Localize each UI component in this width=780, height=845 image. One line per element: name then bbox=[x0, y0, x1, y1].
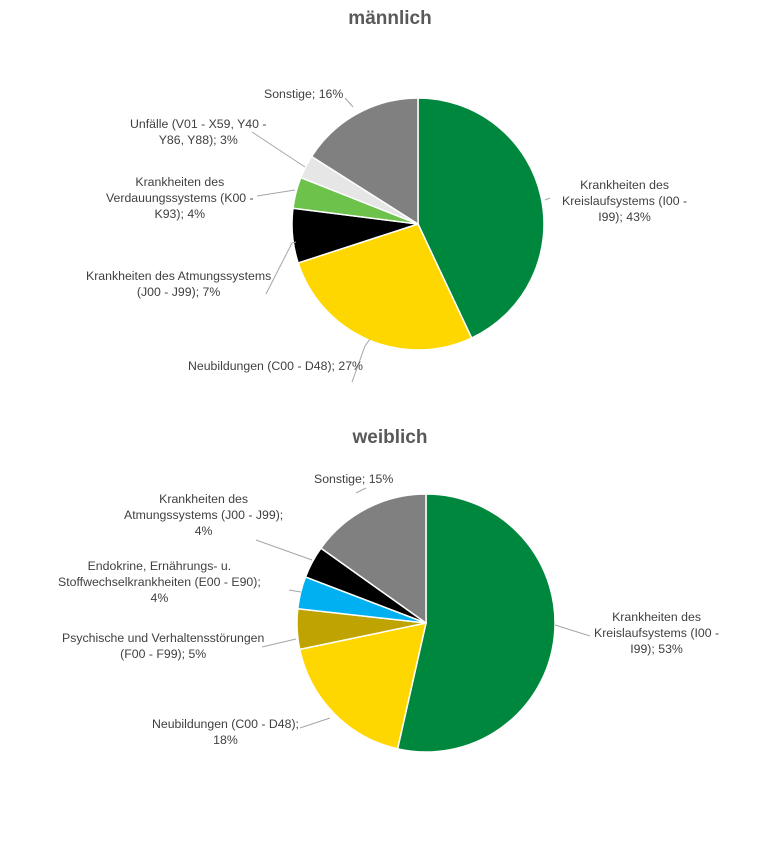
slice-label-line: 4% bbox=[194, 524, 213, 538]
pie-svg bbox=[251, 97, 551, 383]
pie-slice bbox=[297, 223, 473, 351]
leader-line bbox=[344, 97, 354, 108]
pie-chart-weiblich: weiblich Krankheiten des Kreislaufsystems… bbox=[0, 415, 780, 845]
slice-label-line: Kreislaufsystems (I00 - bbox=[594, 626, 720, 640]
leader-line bbox=[351, 338, 371, 383]
slice-label-line: Unfälle (V01 - X59, Y40 - bbox=[130, 117, 267, 131]
slice-label: Psychische und Verhaltensstörungen (F00 -… bbox=[62, 630, 264, 662]
slice-label-line: (F00 - F99); 5% bbox=[120, 647, 207, 661]
slice-label: Krankheiten des Atmungssystems (J00 - J99… bbox=[86, 268, 271, 300]
leader-line bbox=[251, 131, 306, 168]
slice-label-line: Verdauungssystems (K00 - bbox=[106, 191, 254, 205]
pie-svg bbox=[255, 487, 591, 753]
leader-line bbox=[554, 624, 591, 637]
leader-line bbox=[261, 638, 297, 648]
slice-label-line: Kreislaufsystems (I00 - bbox=[562, 194, 688, 208]
slice-label: Sonstige; 15% bbox=[314, 471, 393, 487]
slice-label: Krankheiten des Kreislaufsystems (I00 - I9… bbox=[562, 177, 687, 225]
leader-line bbox=[288, 589, 302, 593]
slice-label-line: Atmungssystems (J00 - J99); bbox=[124, 508, 284, 522]
slice-label-line: 18% bbox=[213, 733, 238, 747]
pie-slice bbox=[310, 97, 419, 226]
slice-label-line: Neubildungen (C00 - D48); bbox=[152, 717, 299, 731]
slice-label-line: K93); 4% bbox=[154, 207, 206, 221]
pie-slice bbox=[417, 97, 545, 340]
slice-label-line: 4% bbox=[150, 591, 169, 605]
slice-label: Endokrine, Ernährungs- u. Stoffwechselkra… bbox=[58, 558, 261, 606]
leader-line bbox=[299, 717, 331, 729]
slice-label-line: Krankheiten des bbox=[580, 178, 669, 192]
pie-chart-maennlich: männlich Krankheiten des Kreislaufsystems… bbox=[0, 0, 780, 410]
chart-title: männlich bbox=[348, 8, 432, 29]
leader-line bbox=[355, 487, 367, 494]
slice-label-line: Y86, Y88); 3% bbox=[158, 133, 238, 147]
chart-title: weiblich bbox=[352, 427, 428, 448]
leader-line bbox=[265, 241, 297, 295]
slice-label-line: Krankheiten des bbox=[159, 492, 249, 506]
slice-label: Unfälle (V01 - X59, Y40 - Y86, Y88); 3% bbox=[130, 116, 266, 148]
slice-label-line: Sonstige; 16% bbox=[264, 87, 344, 101]
slice-label-line: Krankheiten des bbox=[612, 610, 701, 624]
slice-label-line: Neubildungen (C00 - D48); 27% bbox=[188, 359, 363, 373]
slice-label-line: Sonstige; 15% bbox=[314, 472, 394, 486]
slice-label-line: (J00 - J99); 7% bbox=[136, 285, 221, 299]
slice-label-line: Stoffwechselkrankheiten (E00 - E90); bbox=[58, 575, 261, 589]
pie-slice bbox=[298, 622, 427, 750]
leader-line bbox=[544, 197, 551, 201]
slice-label: Neubildungen (C00 - D48); 27% bbox=[188, 358, 363, 374]
leader-line bbox=[256, 189, 296, 197]
slice-label-line: I99); 53% bbox=[630, 642, 683, 656]
slice-label: Neubildungen (C00 - D48); 18% bbox=[152, 716, 299, 748]
slice-label-line: Krankheiten des bbox=[135, 175, 225, 189]
slice-label: Krankheiten des Kreislaufsystems (I00 - I9… bbox=[594, 609, 719, 657]
slice-label-line: Krankheiten des Atmungssystems bbox=[86, 269, 272, 283]
slice-label: Krankheiten des Verdauungssystems (K00 - K… bbox=[106, 174, 254, 222]
slice-label: Sonstige; 16% bbox=[264, 86, 343, 102]
slice-label-line: Psychische und Verhaltensstörungen bbox=[62, 631, 265, 645]
pie-slice bbox=[396, 493, 556, 753]
slice-label: Krankheiten des Atmungssystems (J00 - J99… bbox=[124, 491, 283, 539]
slice-label-line: I99); 43% bbox=[598, 210, 651, 224]
leader-line bbox=[255, 539, 313, 561]
slice-label-line: Endokrine, Ernährungs- u. bbox=[87, 559, 232, 573]
pie-slice bbox=[319, 493, 427, 625]
